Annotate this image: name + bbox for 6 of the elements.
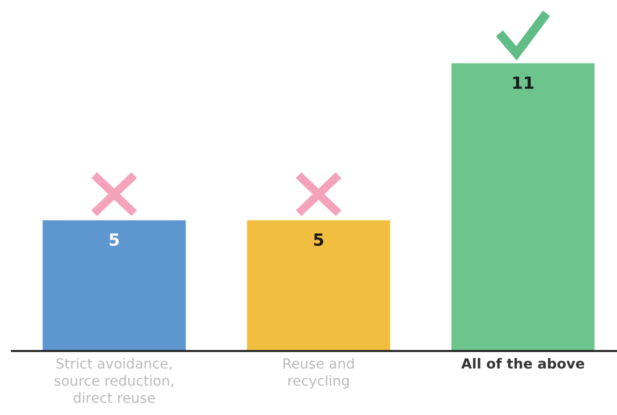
- data-label: 5: [314, 234, 324, 246]
- x-tick-label: Reuse and recycling: [284, 358, 354, 389]
- data-label: 11: [513, 76, 534, 89]
- x-tick-label: All of the above: [461, 358, 584, 369]
- data-label: 5: [110, 234, 119, 246]
- x-tick-label: Strict avoidance, source reduction, direct reuse: [54, 358, 174, 403]
